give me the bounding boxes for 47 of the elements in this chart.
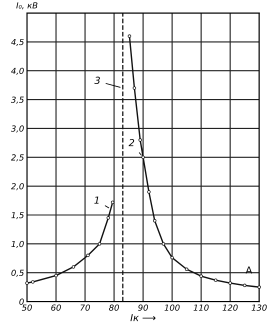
x-tick-label: 130 — [252, 304, 267, 311]
point — [132, 86, 136, 90]
y-tick-label: 3,0 — [10, 125, 24, 133]
point — [170, 256, 174, 260]
annotation: 2 — [128, 138, 134, 146]
y-tick-label: 0,5 — [11, 270, 24, 277]
point — [106, 216, 110, 220]
point — [138, 138, 142, 142]
y-tick-label: 3,5 — [10, 96, 24, 104]
annotation: A — [246, 266, 252, 274]
y-axis-title: I₀, кВ — [16, 2, 38, 10]
point — [54, 274, 58, 278]
annotation: 3 — [94, 76, 100, 84]
point — [152, 219, 156, 223]
x-tick-label: 100 — [164, 304, 180, 311]
y-tick-label: 2,5 — [11, 154, 24, 162]
point — [184, 268, 188, 271]
point — [214, 278, 218, 282]
x-tick-label: 60 — [51, 304, 61, 311]
x-axis-title: Iк ⟶ — [130, 314, 156, 322]
annotation: 1 — [94, 196, 99, 204]
x-tick-label: 50 — [22, 304, 32, 311]
x-tick-label: 110 — [194, 304, 209, 311]
point — [228, 281, 232, 285]
point — [98, 242, 102, 246]
point — [86, 254, 90, 258]
y-tick-label: 2,0 — [11, 183, 24, 190]
x-tick-label: 70 — [80, 304, 90, 311]
x-tick-label: 120 — [222, 304, 238, 311]
point — [141, 156, 145, 160]
x-tick-label: 80 — [109, 304, 119, 311]
y-tick-label: 1,5 — [11, 212, 24, 220]
y-tick-label: 4,5 — [11, 38, 24, 46]
point — [257, 285, 261, 289]
point — [162, 242, 166, 246]
point — [128, 34, 132, 38]
x-tick-label: 90 — [138, 304, 148, 311]
y-tick-label: 4,0 — [11, 68, 24, 75]
point — [199, 274, 203, 278]
point — [72, 265, 76, 269]
point — [31, 280, 35, 284]
point — [147, 190, 151, 194]
y-tick-label: 0 — [19, 298, 24, 305]
point — [242, 284, 246, 288]
point — [25, 281, 29, 285]
point — [110, 200, 114, 204]
y-tick-label: 1,0 — [11, 240, 24, 248]
